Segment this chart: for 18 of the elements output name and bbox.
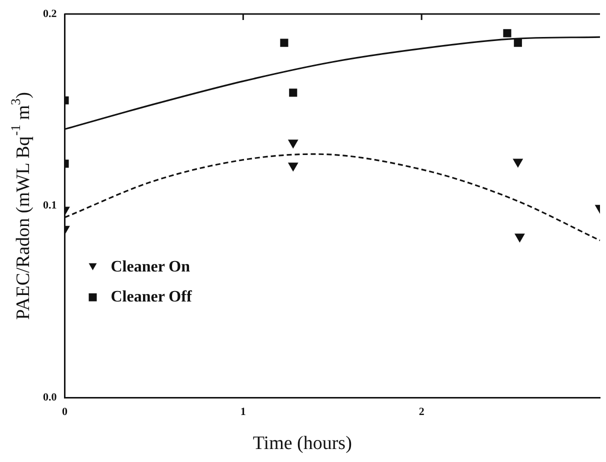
y-tick-label: 0.2 bbox=[43, 8, 58, 20]
x-axis-title: Time (hours) bbox=[252, 432, 352, 454]
point bbox=[288, 140, 298, 148]
point bbox=[288, 162, 298, 172]
point bbox=[514, 234, 525, 242]
point bbox=[280, 38, 288, 47]
x-tick-label: 2 bbox=[418, 406, 425, 418]
y-tick-label: 0.0 bbox=[43, 392, 58, 404]
legend-label: Cleaner Off bbox=[110, 288, 192, 306]
point bbox=[514, 38, 522, 47]
point bbox=[513, 158, 523, 168]
point bbox=[503, 29, 512, 38]
y-axis-title: PAEC/Radon (mWL Bq-1 m3) bbox=[8, 92, 34, 320]
x-tick-label: 0 bbox=[62, 406, 68, 418]
legend-label: Cleaner On bbox=[110, 258, 190, 276]
x-tick-label: 1 bbox=[240, 406, 246, 418]
point bbox=[289, 88, 298, 97]
y-tick-label: 0.1 bbox=[43, 200, 57, 212]
